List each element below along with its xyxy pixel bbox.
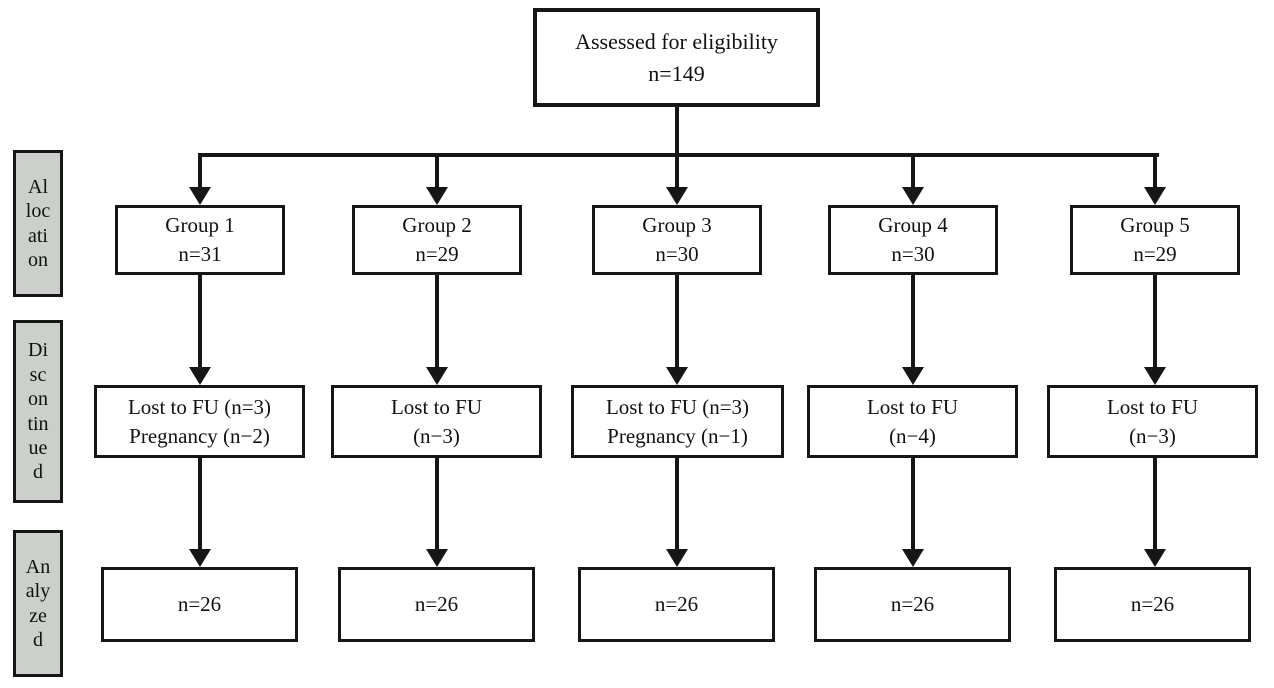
group-2-to-discontinued-line <box>435 275 439 367</box>
group-2-box: Group 2 n=29 <box>352 205 522 275</box>
group-1-to-discontinued-line <box>198 275 202 367</box>
arrow-to-analyzed-1-icon <box>189 549 211 567</box>
trunk-line <box>675 107 679 157</box>
analyzed-5-text: n=26 <box>1130 592 1175 617</box>
arrow-to-analyzed-4-icon <box>902 549 924 567</box>
eligibility-box-text: Assessed for eligibility n=149 <box>575 28 778 86</box>
discontinued-1-box: Lost to FU (n=3) Pregnancy (n−2) <box>94 385 305 458</box>
discontinued-3-to-analyzed-line <box>675 458 679 549</box>
arrow-to-discontinued-5-icon <box>1144 367 1166 385</box>
stage-label-discontinued: Di sc on tin ue d <box>13 320 63 503</box>
stage-label-allocation-text: Al loc ati on <box>25 175 51 271</box>
discontinued-4-box: Lost to FU (n−4) <box>807 385 1018 458</box>
arrow-to-analyzed-5-icon <box>1144 549 1166 567</box>
arrow-to-group-2-icon <box>426 187 448 205</box>
discontinued-4-to-analyzed-line <box>911 458 915 549</box>
analyzed-4-text: n=26 <box>890 592 935 617</box>
arrow-to-group-5-icon <box>1144 187 1166 205</box>
arrow-to-discontinued-3-icon <box>666 367 688 385</box>
arrow-to-analyzed-2-icon <box>426 549 448 567</box>
group-2-text: Group 2 n=29 <box>402 213 472 266</box>
group-3-to-discontinued-line <box>675 275 679 367</box>
group-4-to-discontinued-line <box>911 275 915 367</box>
arrow-to-discontinued-2-icon <box>426 367 448 385</box>
group-4-box: Group 4 n=30 <box>828 205 998 275</box>
arrow-to-group-4-icon <box>902 187 924 205</box>
arrow-to-discontinued-4-icon <box>902 367 924 385</box>
branch-stub-3 <box>675 155 679 187</box>
analyzed-2-text: n=26 <box>414 592 459 617</box>
arrow-to-discontinued-1-icon <box>189 367 211 385</box>
discontinued-5-box: Lost to FU (n−3) <box>1047 385 1258 458</box>
analyzed-1-text: n=26 <box>177 592 222 617</box>
analyzed-3-text: n=26 <box>654 592 699 617</box>
stage-label-analyzed: An aly ze d <box>13 530 63 677</box>
discontinued-4-text: Lost to FU (n−4) <box>866 394 958 448</box>
group-1-box: Group 1 n=31 <box>115 205 285 275</box>
analyzed-3-box: n=26 <box>578 567 775 642</box>
arrow-to-group-3-icon <box>666 187 688 205</box>
discontinued-3-text: Lost to FU (n=3) Pregnancy (n−1) <box>605 394 750 448</box>
arrow-to-analyzed-3-icon <box>666 549 688 567</box>
group-3-box: Group 3 n=30 <box>592 205 762 275</box>
branch-stub-2 <box>435 155 439 187</box>
discontinued-3-box: Lost to FU (n=3) Pregnancy (n−1) <box>571 385 784 458</box>
group-1-text: Group 1 n=31 <box>165 213 235 266</box>
stage-label-discontinued-text: Di sc on tin ue d <box>27 339 49 484</box>
analyzed-1-box: n=26 <box>101 567 298 642</box>
eligibility-box: Assessed for eligibility n=149 <box>533 8 820 107</box>
discontinued-2-box: Lost to FU (n−3) <box>331 385 542 458</box>
analyzed-4-box: n=26 <box>814 567 1011 642</box>
analyzed-2-box: n=26 <box>338 567 535 642</box>
group-5-to-discontinued-line <box>1153 275 1157 367</box>
discontinued-5-text: Lost to FU (n−3) <box>1106 394 1198 448</box>
group-5-text: Group 5 n=29 <box>1120 213 1190 266</box>
branch-stub-1 <box>198 155 202 187</box>
discontinued-2-to-analyzed-line <box>435 458 439 549</box>
branch-stub-5 <box>1153 155 1157 187</box>
branch-stub-4 <box>911 155 915 187</box>
discontinued-2-text: Lost to FU (n−3) <box>390 394 482 448</box>
stage-label-analyzed-text: An aly ze d <box>25 555 51 651</box>
arrow-to-group-1-icon <box>189 187 211 205</box>
group-5-box: Group 5 n=29 <box>1070 205 1240 275</box>
discontinued-1-to-analyzed-line <box>198 458 202 549</box>
discontinued-5-to-analyzed-line <box>1153 458 1157 549</box>
group-3-text: Group 3 n=30 <box>642 213 712 266</box>
stage-label-allocation: Al loc ati on <box>13 150 63 297</box>
group-4-text: Group 4 n=30 <box>878 213 948 266</box>
analyzed-5-box: n=26 <box>1054 567 1251 642</box>
discontinued-1-text: Lost to FU (n=3) Pregnancy (n−2) <box>127 394 272 448</box>
